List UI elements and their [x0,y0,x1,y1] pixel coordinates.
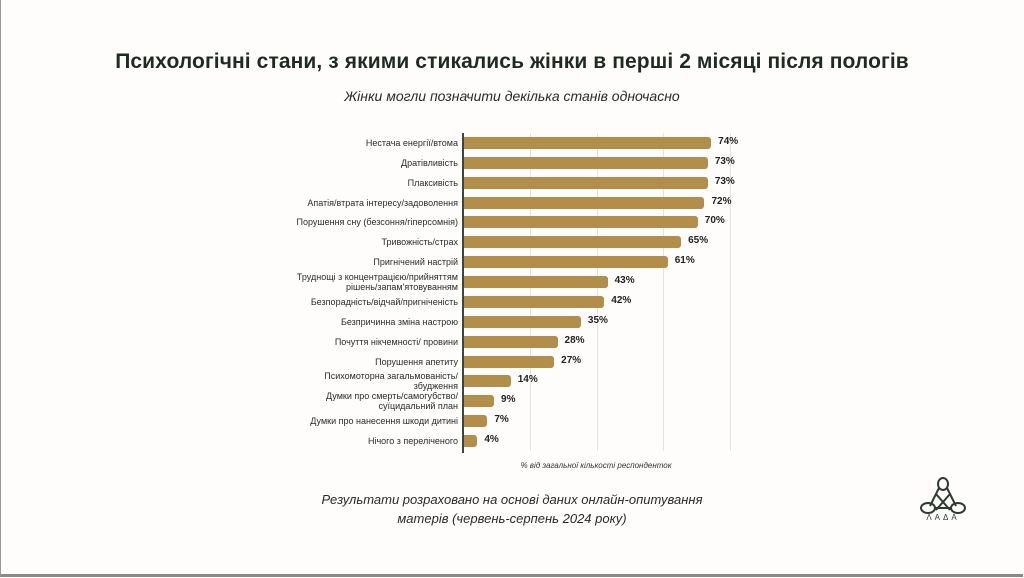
bar [464,236,682,249]
bar-row: Безпричинна зміна настрою 35% [0,312,1024,332]
bar [464,137,712,149]
bar [464,216,698,229]
bar-row: Думки про смерть/самогубство/суїцидальни… [0,391,1024,411]
bar-row: Нестача енергії/втома 74% [0,133,1024,153]
category-label: Порушення сну (безсоння/гіперсомнія) [296,217,459,228]
category-label: Дратівливість [401,157,458,168]
logo-text: ΛΑΔΑ [926,513,960,522]
bar-row: Тривожність/страх 65% [0,232,1024,252]
bar-row: Апатія/втрата інтересу/задоволення 72% [0,193,1024,213]
value-label: 73% [714,155,735,167]
bar [464,156,708,169]
category-label: Думки про смерть/самогубство/суїцидальни… [326,391,458,412]
bar-row: Порушення сну (безсоння/гіперсомнія) 70% [0,212,1024,232]
bar-row: Дратівливість 73% [0,153,1024,173]
category-label: Труднощі з концентрацією/прийняттям рішен… [296,272,458,293]
value-label: 7% [494,414,509,426]
bar [464,295,605,308]
bar [464,276,608,289]
value-label: 4% [484,434,499,446]
bar-row: Плаксивість 73% [0,173,1024,193]
bar-row: Почуття нікчемності/ провини 28% [0,332,1024,352]
value-label: 73% [714,175,735,187]
value-label: 14% [517,374,538,386]
category-label: Безпорадність/відчай/пригніченість [310,296,458,307]
source-note-line-2: матерів (червень-серпень 2024 року) [397,511,627,526]
bar [464,375,511,388]
category-label: Апатія/втрата інтересу/задоволення [307,197,458,208]
category-label: Психомоторна загальмованість/збудження [324,371,458,392]
value-label: 74% [718,136,739,147]
bar-row: Труднощі з концентрацією/прийняттям рішен… [0,272,1024,292]
bar [464,335,558,348]
value-label: 35% [587,314,608,326]
category-label: Почуття нікчемності/ провини [334,336,458,347]
bar [464,315,581,328]
bar [464,435,478,448]
value-label: 70% [704,215,725,227]
bar [464,176,708,189]
category-label: Нестача енергії/втома [365,138,458,148]
chart-title: Психологічні стани, з якими стикались жі… [115,50,909,73]
value-label: 72% [711,195,732,207]
category-label: Думки про нанесення шкоди дитині [310,416,458,427]
bar-row: Думки про нанесення шкоди дитині 7% [0,411,1024,431]
value-label: 42% [611,294,632,306]
gridline [529,133,531,451]
knot-logo-icon [920,477,966,514]
bar-row: Порушення апетиту 27% [0,352,1024,372]
value-label: 65% [688,235,709,247]
y-axis-line [462,133,464,453]
category-label: Порушення апетиту [375,356,458,367]
bar-row: Психомоторна загальмованість/збудження 14… [0,371,1024,391]
value-label: 28% [564,334,585,346]
category-label: Безпричинна зміна настрою [340,316,458,327]
bar [464,415,488,428]
bar [464,355,555,368]
chart-subtitle: Жінки могли позначити декілька станів од… [344,88,680,104]
value-label: 27% [561,354,582,366]
bar-row: Пригнічений настрій 61% [0,252,1024,272]
bar [464,395,495,408]
category-label: Тривожність/страх [381,237,458,248]
bar-row: Нічого з переліченого 4% [0,431,1024,451]
value-label: 43% [614,275,635,287]
gridline [596,133,598,451]
bar [464,196,705,209]
value-label: 9% [501,394,516,406]
category-label: Плаксивість [407,177,458,188]
gridline [663,133,665,451]
source-note-line-1: Результати розраховано на основі даних о… [321,492,703,507]
value-label: 61% [674,255,695,267]
gridline [730,133,732,451]
bar-row: Безпорадність/відчай/пригніченість 42% [0,292,1024,312]
source-note: Результати розраховано на основі даних о… [0,490,1024,528]
category-label: Пригнічений настрій [373,257,458,268]
x-axis-label: % від загальної кількості респонденток [520,461,672,470]
category-label: Нічого з переліченого [367,436,458,447]
bar [464,256,668,269]
